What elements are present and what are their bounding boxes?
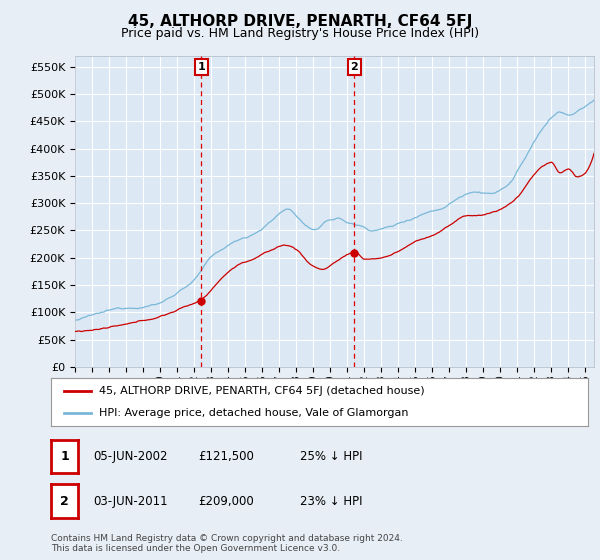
Text: Price paid vs. HM Land Registry's House Price Index (HPI): Price paid vs. HM Land Registry's House … <box>121 27 479 40</box>
Text: 2: 2 <box>60 494 69 508</box>
Text: 23% ↓ HPI: 23% ↓ HPI <box>300 494 362 508</box>
Text: 1: 1 <box>197 62 205 72</box>
Text: 05-JUN-2002: 05-JUN-2002 <box>93 450 167 463</box>
Text: 1: 1 <box>60 450 69 463</box>
Text: 2: 2 <box>350 62 358 72</box>
Text: HPI: Average price, detached house, Vale of Glamorgan: HPI: Average price, detached house, Vale… <box>100 408 409 418</box>
Text: 25% ↓ HPI: 25% ↓ HPI <box>300 450 362 463</box>
Text: 45, ALTHORP DRIVE, PENARTH, CF64 5FJ: 45, ALTHORP DRIVE, PENARTH, CF64 5FJ <box>128 14 472 29</box>
Text: Contains HM Land Registry data © Crown copyright and database right 2024.
This d: Contains HM Land Registry data © Crown c… <box>51 534 403 553</box>
Text: 45, ALTHORP DRIVE, PENARTH, CF64 5FJ (detached house): 45, ALTHORP DRIVE, PENARTH, CF64 5FJ (de… <box>100 386 425 396</box>
Text: 03-JUN-2011: 03-JUN-2011 <box>93 494 167 508</box>
Text: £209,000: £209,000 <box>198 494 254 508</box>
Text: £121,500: £121,500 <box>198 450 254 463</box>
